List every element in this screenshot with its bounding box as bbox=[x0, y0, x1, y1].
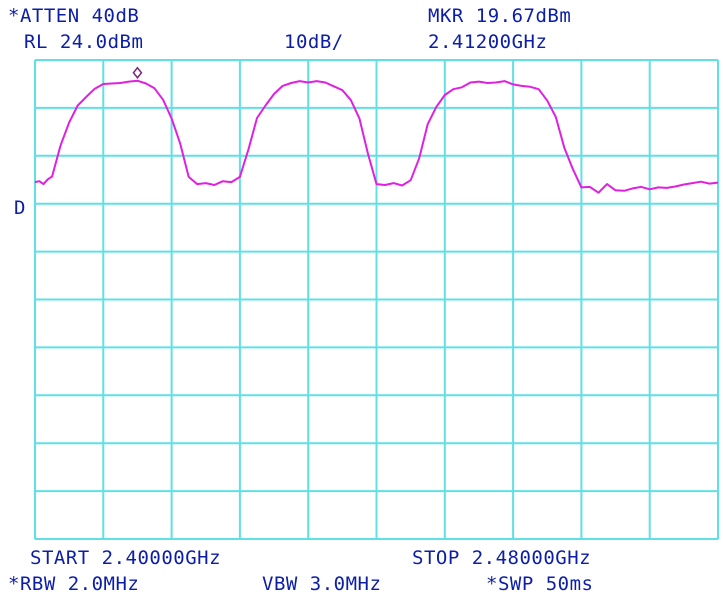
reference-level-readout: RL 24.0dBm bbox=[24, 31, 144, 53]
rbw-readout: *RBW 2.0MHz bbox=[8, 573, 140, 595]
sweep-time-readout: *SWP 50ms bbox=[486, 573, 594, 595]
scale-readout: 10dB/ bbox=[284, 31, 344, 53]
spectrum-trace bbox=[34, 79, 719, 194]
stop-frequency: STOP 2.48000GHz bbox=[412, 547, 592, 569]
marker-point bbox=[132, 66, 143, 79]
marker-frequency-readout: 2.41200GHz bbox=[428, 31, 548, 53]
vbw-readout: VBW 3.0MHz bbox=[262, 573, 382, 595]
graticule bbox=[34, 59, 719, 540]
start-frequency: START 2.40000GHz bbox=[30, 547, 222, 569]
detector-mark: D bbox=[14, 197, 26, 219]
marker-diamond bbox=[132, 66, 143, 79]
attenuation-readout: *ATTEN 40dB bbox=[8, 5, 140, 27]
marker-level-readout: MKR 19.67dBm bbox=[428, 5, 572, 27]
